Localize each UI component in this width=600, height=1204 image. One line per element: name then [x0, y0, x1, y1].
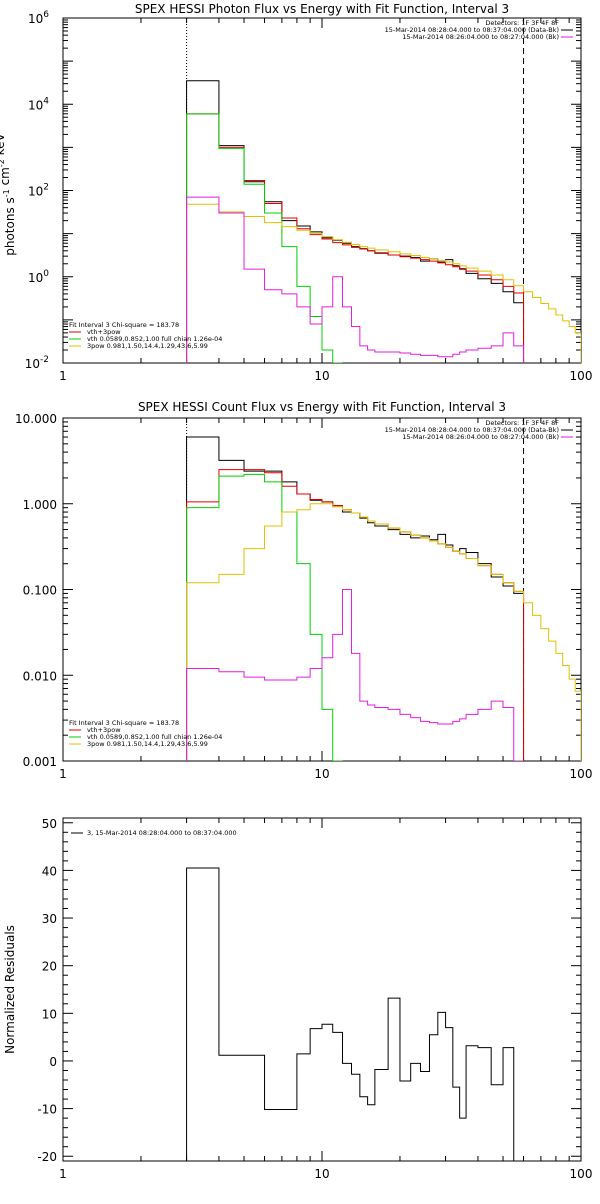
y-tick-label: 50: [42, 817, 57, 831]
y-tick-label: 30: [42, 912, 57, 926]
legend-bottom-entry: vth+3pow: [87, 328, 121, 336]
y-label-part: cm: [0, 167, 12, 189]
x-tick-label: 1: [59, 369, 67, 383]
x-tick-label: 100: [570, 767, 593, 781]
series-3pow: [186, 203, 581, 363]
y-tick-label: 0.001: [23, 755, 57, 769]
series-vth-3pow: [186, 113, 525, 363]
legend-bottom-entry: Fit Interval 3 Chi-square = 183.78: [69, 719, 179, 727]
y-tick-base: 10: [28, 12, 43, 26]
y-label-part: keV: [0, 132, 7, 159]
series-residuals: [186, 867, 524, 1161]
y-label-part: photons s: [3, 197, 17, 256]
y-tick-base: 10: [28, 98, 43, 112]
y-tick-label: 102: [28, 183, 49, 199]
legend-bottom-entry: vth 0.0589,0.852,1.00 full chian 1.26e-0…: [87, 733, 222, 741]
plot-frame: [62, 817, 582, 1162]
y-tick-base: 10: [28, 185, 43, 199]
x-tick-label: 10: [314, 1167, 329, 1181]
y-tick-label: -20: [37, 1150, 57, 1164]
y-tick-exp: -2: [40, 355, 49, 365]
y-tick-label: 100: [28, 269, 49, 285]
legend-top-entry: Detectors: 1F 3F 4F 8F: [485, 19, 559, 27]
chart-panel-2: 1 10 100 0.001 0.010 0.100 1.000 10.000 SPEX HES…: [15, 400, 592, 781]
y-axis-label: photons s-1 cm-2 keV-1: [0, 125, 17, 256]
x-tick-label: 10: [314, 767, 329, 781]
y-tick-base: 10: [28, 271, 43, 285]
y-tick-label: 10.000: [15, 412, 57, 426]
series-3pow: [186, 503, 581, 761]
x-tick-label: 10: [314, 369, 329, 383]
y-tick-label: 1.000: [23, 498, 57, 512]
y-tick-label: 106: [28, 10, 49, 26]
y-label-exp: -1: [0, 125, 1, 133]
legend-bottom-entry: vth 0.0589,0.852,1.00 full chian 1.26e-0…: [87, 335, 222, 343]
series-group: [186, 80, 581, 363]
series-data-bk: [186, 436, 525, 761]
legend-entry: 3, 15-Mar-2014 08:28:04.000 to 08:37:04.…: [87, 829, 237, 837]
x-tick-label: 1: [59, 1167, 67, 1181]
series-bk: [186, 589, 524, 761]
legend-bottom-entry: 3pow 0.981,1.50,14.4,1.29,43.6,5.99: [87, 342, 208, 350]
series-vth: [186, 113, 343, 363]
y-tick-label: 40: [42, 864, 57, 878]
legend-top-entry: 15-Mar-2014 08:28:04.000 to 08:37:04.000…: [385, 426, 559, 434]
y-tick-label: 0.100: [23, 584, 57, 598]
y-tick-label: 0: [49, 1055, 57, 1069]
series-bk: [186, 196, 525, 363]
x-tick-label: 100: [570, 369, 593, 383]
chart-title: SPEX HESSI Count Flux vs Energy with Fit…: [138, 400, 506, 414]
legend-bottom-entry: Fit Interval 3 Chi-square = 183.78: [69, 321, 179, 329]
y-tick-exp: 4: [43, 96, 49, 106]
y-tick-base: 10: [25, 357, 40, 371]
series-group: [186, 436, 581, 761]
y-axis-label: Normalized Residuals: [3, 925, 17, 1054]
legend-top-entry: 15-Mar-2014 08:28:04.000 to 08:37:04.000…: [385, 26, 559, 34]
legend-bottom-entry: 3pow 0.981,1.50,14.4,1.29,43.6,5.99: [87, 740, 208, 748]
legend-bottom-entry: vth+3pow: [87, 726, 121, 734]
x-tick-label: 100: [570, 1167, 593, 1181]
y-tick-label: 10: [42, 1007, 57, 1021]
series-vth: [186, 473, 343, 761]
x-tick-label: 1: [59, 767, 67, 781]
chart-title: SPEX HESSI Photon Flux vs Energy with Fi…: [135, 2, 509, 16]
chart-panel-3: 1 10 100 -20 -10 0 10 20 30 40 50 Normalized Residu…: [3, 817, 592, 1181]
y-tick-label: 0.010: [23, 669, 57, 683]
y-tick-label: 104: [28, 96, 49, 112]
y-label-exp: -2: [0, 159, 6, 167]
y-tick-exp: 0: [43, 269, 49, 279]
y-tick-label: 10-2: [25, 355, 49, 371]
legend-top-entry: 15-Mar-2014 08:26:04.000 to 08:27:04.000…: [402, 433, 559, 441]
series-group: [186, 867, 524, 1161]
y-tick-exp: 6: [43, 10, 49, 20]
y-tick-label: 20: [42, 960, 57, 974]
legend-top-entry: Detectors: 1F 3F 4F 8F: [485, 419, 559, 427]
y-tick-exp: 2: [43, 183, 49, 193]
y-tick-label: -10: [37, 1103, 57, 1117]
legend-top-entry: 15-Mar-2014 08:26:04.000 to 08:27:04.000…: [402, 33, 559, 41]
y-label-exp: -1: [2, 189, 11, 197]
series-data-bk: [186, 80, 525, 363]
